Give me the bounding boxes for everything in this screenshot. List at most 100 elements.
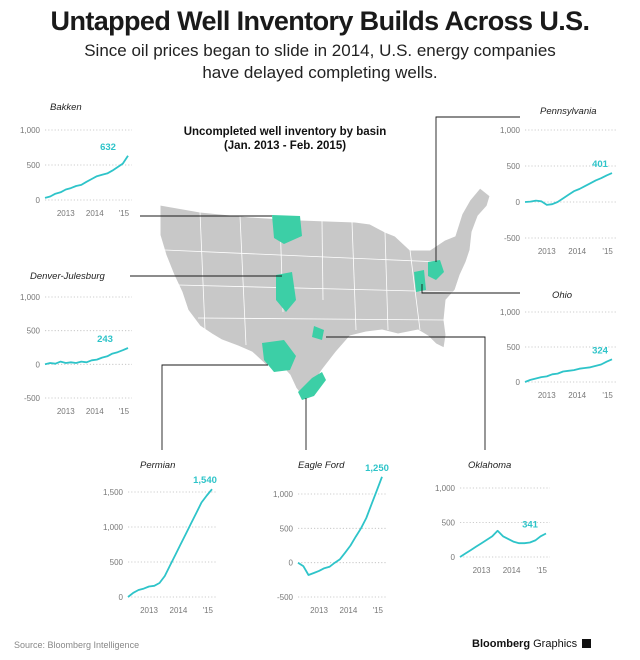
small-multiples: Bakken 0 500 1,000 2013 2014 '15 632 Pennsylvani…	[20, 102, 616, 615]
y-tick-label: 1,000	[500, 126, 521, 135]
x-tick-label: '15	[602, 247, 613, 256]
x-tick-label: 2013	[538, 247, 556, 256]
series-line	[297, 476, 383, 576]
x-tick-label: 2013	[310, 606, 328, 615]
x-tick-label: 2014	[86, 407, 104, 416]
y-tick-label: 500	[110, 558, 124, 567]
us-map	[159, 187, 491, 400]
series-line	[44, 347, 129, 366]
chart-bakken: Bakken 0 500 1,000 2013 2014 '15 632	[20, 102, 132, 218]
end-value-label: 324	[592, 345, 609, 356]
y-tick-label: 0	[119, 593, 124, 602]
leader-lines	[130, 116, 520, 450]
chart-denver-julesburg: Denver-Julesburg -500 0 500 1,000 2013 2014 '15…	[20, 271, 132, 416]
basin-bakken	[272, 215, 302, 244]
map-title: Uncompleted well inventory by basin (Jan…	[160, 125, 410, 153]
x-tick-label: 2014	[170, 606, 188, 615]
basin-pennsylvania	[428, 260, 444, 280]
basin-areas	[262, 215, 444, 400]
y-tick-label: 0	[516, 198, 521, 207]
y-tick-label: 1,000	[103, 523, 124, 532]
y-tick-label: 1,000	[435, 484, 456, 493]
map-title-line-2: (Jan. 2013 - Feb. 2015)	[223, 140, 347, 152]
end-value-label: 632	[100, 142, 116, 153]
x-tick-label: '15	[119, 209, 130, 218]
y-tick-label: 500	[507, 162, 521, 171]
y-tick-label: 0	[451, 553, 456, 562]
y-tick-label: 0	[516, 378, 521, 387]
us-mainland	[159, 187, 491, 399]
y-tick-label: 0	[289, 559, 294, 568]
series-line	[524, 172, 613, 206]
y-tick-label: -500	[504, 234, 521, 243]
brand-mark-icon	[582, 639, 592, 648]
end-value-label: 401	[592, 159, 609, 170]
leader-ohio	[421, 284, 520, 294]
brand-bold: Bloomberg	[472, 638, 531, 650]
x-tick-label: '15	[536, 566, 547, 575]
basin-eagle-ford	[298, 372, 326, 400]
y-tick-label: 1,000	[273, 490, 294, 499]
x-tick-label: 2014	[340, 606, 358, 615]
leader-oklahoma	[326, 336, 486, 450]
x-tick-label: '15	[373, 606, 384, 615]
y-tick-label: 0	[36, 360, 41, 369]
series-line	[127, 488, 213, 598]
y-tick-label: -500	[24, 394, 41, 403]
source-note: Source: Bloomberg Intelligence	[14, 640, 140, 650]
x-tick-label: 2013	[57, 209, 75, 218]
y-tick-label: -500	[277, 593, 294, 602]
x-tick-label: 2013	[473, 566, 491, 575]
end-value-label: 341	[522, 519, 539, 530]
x-tick-label: 2013	[538, 391, 556, 400]
chart-oklahoma: Oklahoma 0 500 1,000 2013 2014 '15 341	[435, 460, 550, 575]
end-value-label: 243	[97, 334, 113, 345]
y-tick-label: 1,000	[500, 308, 521, 317]
series-line	[44, 155, 129, 199]
end-value-label: 1,540	[193, 475, 217, 486]
chart-permian: Permian 0 500 1,000 1,500 2013 2014 '15 1,540	[103, 460, 217, 615]
page-title: Untapped Well Inventory Builds Across U.…	[50, 6, 591, 36]
y-tick-label: 500	[27, 327, 41, 336]
chart-title: Ohio	[552, 290, 572, 301]
y-tick-label: 0	[36, 196, 41, 205]
brand-logo: Bloomberg Graphics	[472, 638, 592, 650]
x-tick-label: 2014	[503, 566, 521, 575]
x-tick-label: 2013	[140, 606, 158, 615]
series-line	[524, 358, 613, 383]
leader-permian	[161, 364, 268, 450]
basin-oklahoma	[312, 326, 324, 340]
end-value-label: 1,250	[365, 463, 389, 474]
y-tick-label: 1,500	[103, 488, 124, 497]
y-tick-label: 500	[280, 524, 294, 533]
subtitle-line-1: Since oil prices began to slide in 2014,…	[84, 41, 556, 60]
x-tick-label: '15	[119, 407, 130, 416]
chart-pennsylvania: Pennsylvania -500 0 500 1,000 2013 2014 '15 401	[500, 106, 616, 256]
y-tick-label: 1,000	[20, 126, 41, 135]
chart-ohio: Ohio 0 500 1,000 2013 2014 '15 324	[500, 290, 616, 400]
chart-title: Bakken	[50, 102, 82, 113]
series-line	[459, 529, 547, 558]
x-tick-label: 2013	[57, 407, 75, 416]
x-tick-label: '15	[203, 606, 214, 615]
page-subtitle: Since oil prices began to slide in 2014,…	[60, 40, 580, 84]
basin-permian	[262, 340, 296, 372]
map-title-line-1: Uncompleted well inventory by basin	[183, 126, 387, 138]
leader-pennsylvania	[435, 116, 520, 262]
y-tick-label: 500	[507, 343, 521, 352]
chart-title: Eagle Ford	[298, 460, 345, 471]
chart-title: Permian	[140, 460, 175, 471]
basin-ohio	[414, 270, 426, 292]
brand-rest: Graphics	[530, 638, 578, 650]
chart-title: Denver-Julesburg	[30, 271, 106, 282]
y-tick-label: 500	[442, 519, 456, 528]
basin-denver-julesburg	[276, 272, 296, 312]
x-tick-label: 2014	[86, 209, 104, 218]
chart-title: Oklahoma	[468, 460, 511, 471]
subtitle-line-2: have delayed completing wells.	[202, 63, 438, 82]
x-tick-label: '15	[602, 391, 613, 400]
chart-title: Pennsylvania	[540, 106, 597, 117]
x-tick-label: 2014	[568, 247, 586, 256]
x-tick-label: 2014	[568, 391, 586, 400]
